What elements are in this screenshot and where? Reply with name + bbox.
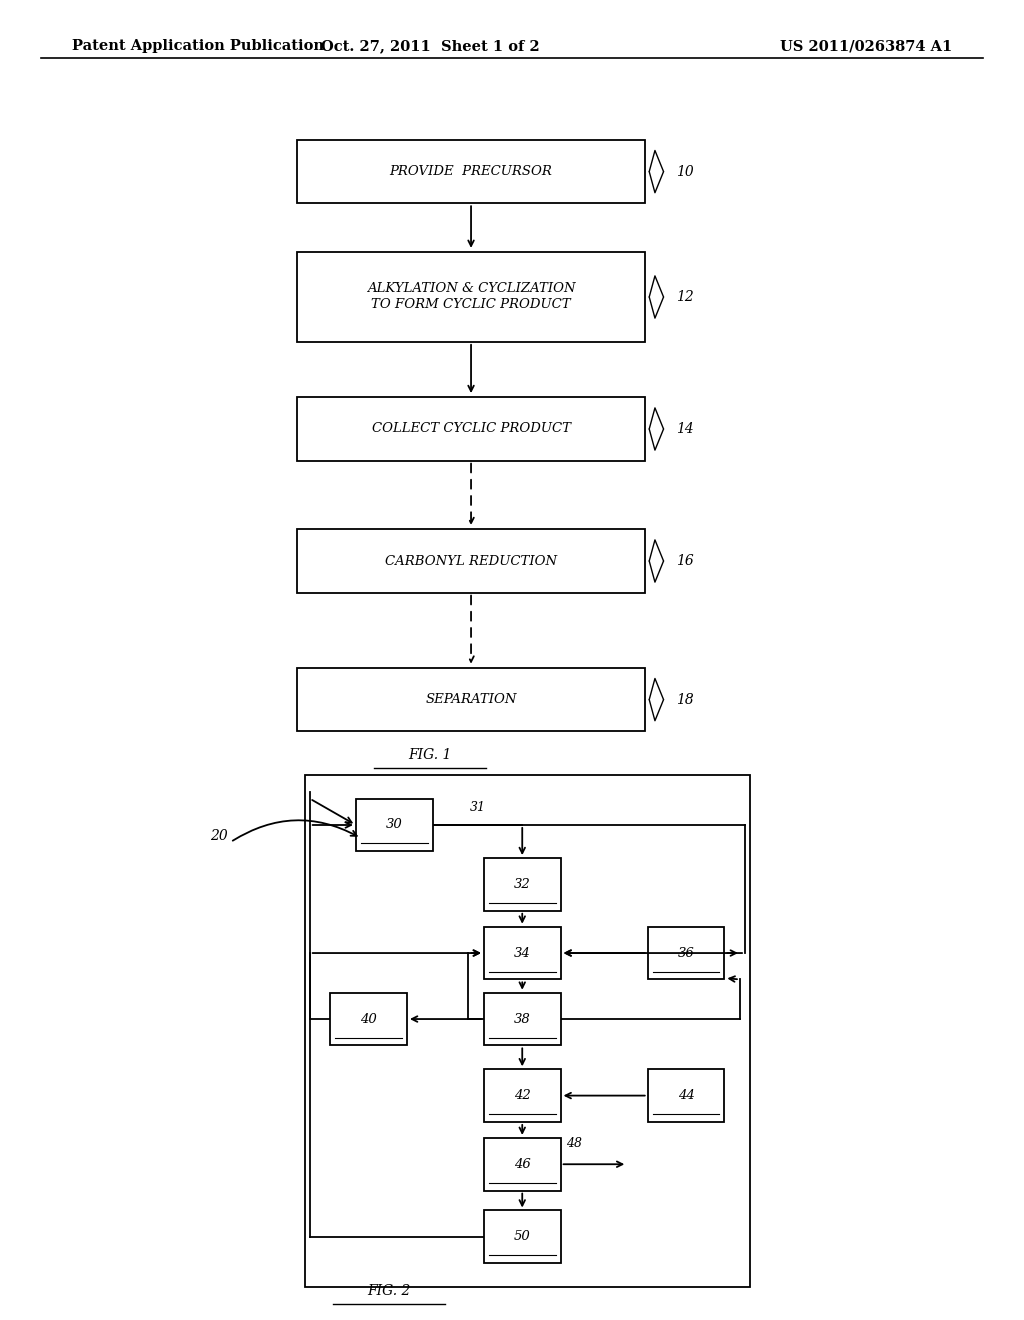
Text: 34: 34: [514, 946, 530, 960]
FancyBboxPatch shape: [648, 927, 725, 979]
Text: 46: 46: [514, 1158, 530, 1171]
FancyBboxPatch shape: [330, 993, 408, 1045]
Text: 20: 20: [210, 829, 227, 842]
Text: Patent Application Publication: Patent Application Publication: [72, 40, 324, 53]
Text: 18: 18: [676, 693, 693, 706]
Text: 14: 14: [676, 422, 693, 436]
Text: 42: 42: [514, 1089, 530, 1102]
Text: 10: 10: [676, 165, 693, 178]
FancyBboxPatch shape: [484, 1210, 561, 1263]
Text: US 2011/0263874 A1: US 2011/0263874 A1: [780, 40, 952, 53]
FancyBboxPatch shape: [356, 799, 433, 851]
Text: 36: 36: [678, 946, 694, 960]
Text: SEPARATION: SEPARATION: [425, 693, 517, 706]
FancyBboxPatch shape: [297, 529, 645, 593]
Text: FIG. 2: FIG. 2: [368, 1284, 411, 1298]
Text: 40: 40: [360, 1012, 377, 1026]
FancyBboxPatch shape: [297, 140, 645, 203]
Text: 44: 44: [678, 1089, 694, 1102]
FancyBboxPatch shape: [484, 927, 561, 979]
FancyBboxPatch shape: [484, 1138, 561, 1191]
Text: CARBONYL REDUCTION: CARBONYL REDUCTION: [385, 554, 557, 568]
Text: FIG. 1: FIG. 1: [409, 748, 452, 762]
Text: ALKYLATION & CYCLIZATION
TO FORM CYCLIC PRODUCT: ALKYLATION & CYCLIZATION TO FORM CYCLIC …: [367, 282, 575, 312]
FancyBboxPatch shape: [297, 252, 645, 342]
Text: 12: 12: [676, 290, 693, 304]
Text: 50: 50: [514, 1230, 530, 1243]
Text: PROVIDE  PRECURSOR: PROVIDE PRECURSOR: [389, 165, 553, 178]
FancyBboxPatch shape: [484, 858, 561, 911]
Text: 30: 30: [386, 818, 402, 832]
Text: 32: 32: [514, 878, 530, 891]
FancyBboxPatch shape: [484, 1069, 561, 1122]
Text: 38: 38: [514, 1012, 530, 1026]
Text: 48: 48: [565, 1137, 582, 1150]
Text: Oct. 27, 2011  Sheet 1 of 2: Oct. 27, 2011 Sheet 1 of 2: [321, 40, 540, 53]
FancyBboxPatch shape: [297, 397, 645, 461]
Text: 16: 16: [676, 554, 693, 568]
FancyBboxPatch shape: [648, 1069, 725, 1122]
FancyBboxPatch shape: [297, 668, 645, 731]
Text: COLLECT CYCLIC PRODUCT: COLLECT CYCLIC PRODUCT: [372, 422, 570, 436]
FancyBboxPatch shape: [484, 993, 561, 1045]
Text: 31: 31: [469, 801, 485, 814]
